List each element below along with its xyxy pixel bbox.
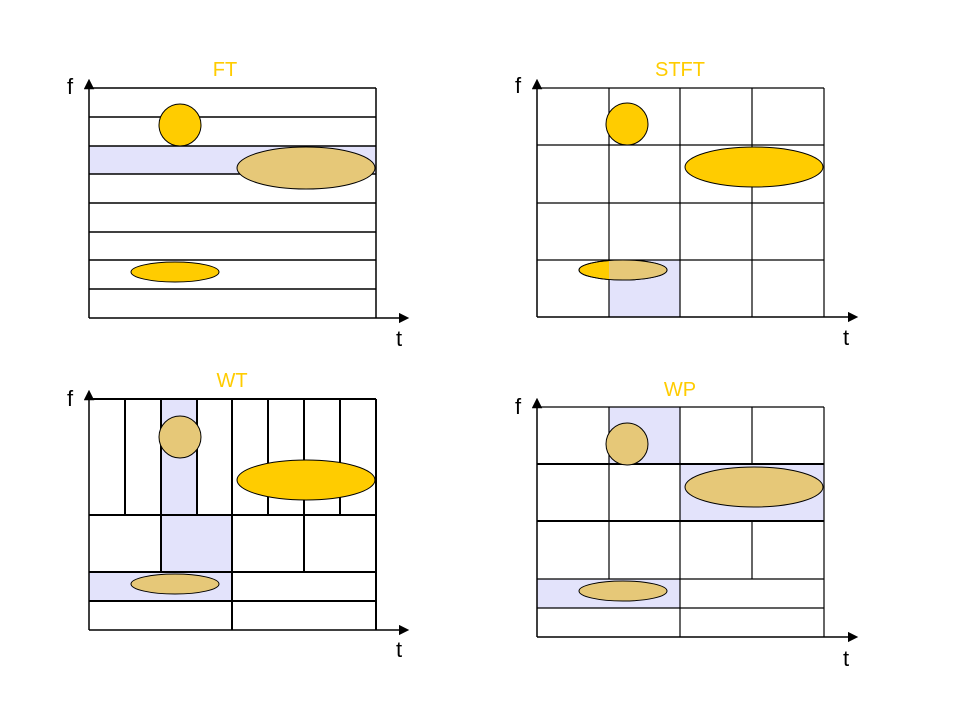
ft-x-label: t <box>396 326 402 351</box>
wp-panel: WP f t <box>515 379 859 671</box>
stft-x-label: t <box>843 325 849 350</box>
wt-grid <box>89 398 377 630</box>
ft-panel: FT f t <box>67 59 410 351</box>
wp-grid <box>537 406 825 637</box>
stft-ellipse-blob <box>684 146 824 188</box>
ft-grid <box>89 87 377 318</box>
wt-y-label: f <box>67 386 74 411</box>
wp-title: WP <box>664 379 696 401</box>
ft-y-label: f <box>67 74 74 99</box>
stft-grid <box>537 87 825 317</box>
wp-circle-blob <box>605 422 649 466</box>
wp-small-ellipse-blob <box>578 580 668 602</box>
ft-title: FT <box>213 59 237 81</box>
stft-title: STFT <box>655 59 705 81</box>
stft-ellipse-overlap <box>609 260 667 280</box>
stft-circle-blob <box>605 102 649 146</box>
stft-panel: STFT f t <box>515 59 859 350</box>
stft-y-label: f <box>515 73 522 98</box>
wt-panel: WT f t <box>67 370 410 662</box>
wt-ellipse-blob <box>236 459 376 501</box>
wt-small-ellipse-blob <box>130 573 220 595</box>
wt-highlight-column-mid <box>161 515 232 572</box>
ft-small-ellipse-blob <box>130 261 220 283</box>
wp-ellipse-blob <box>684 466 824 508</box>
wt-title: WT <box>216 370 247 392</box>
ft-circle-blob <box>158 103 202 147</box>
wp-x-label: t <box>843 646 849 671</box>
wp-y-label: f <box>515 394 522 419</box>
wt-x-label: t <box>396 637 402 662</box>
ft-ellipse-blob <box>236 146 376 190</box>
wt-circle-blob <box>158 415 202 459</box>
